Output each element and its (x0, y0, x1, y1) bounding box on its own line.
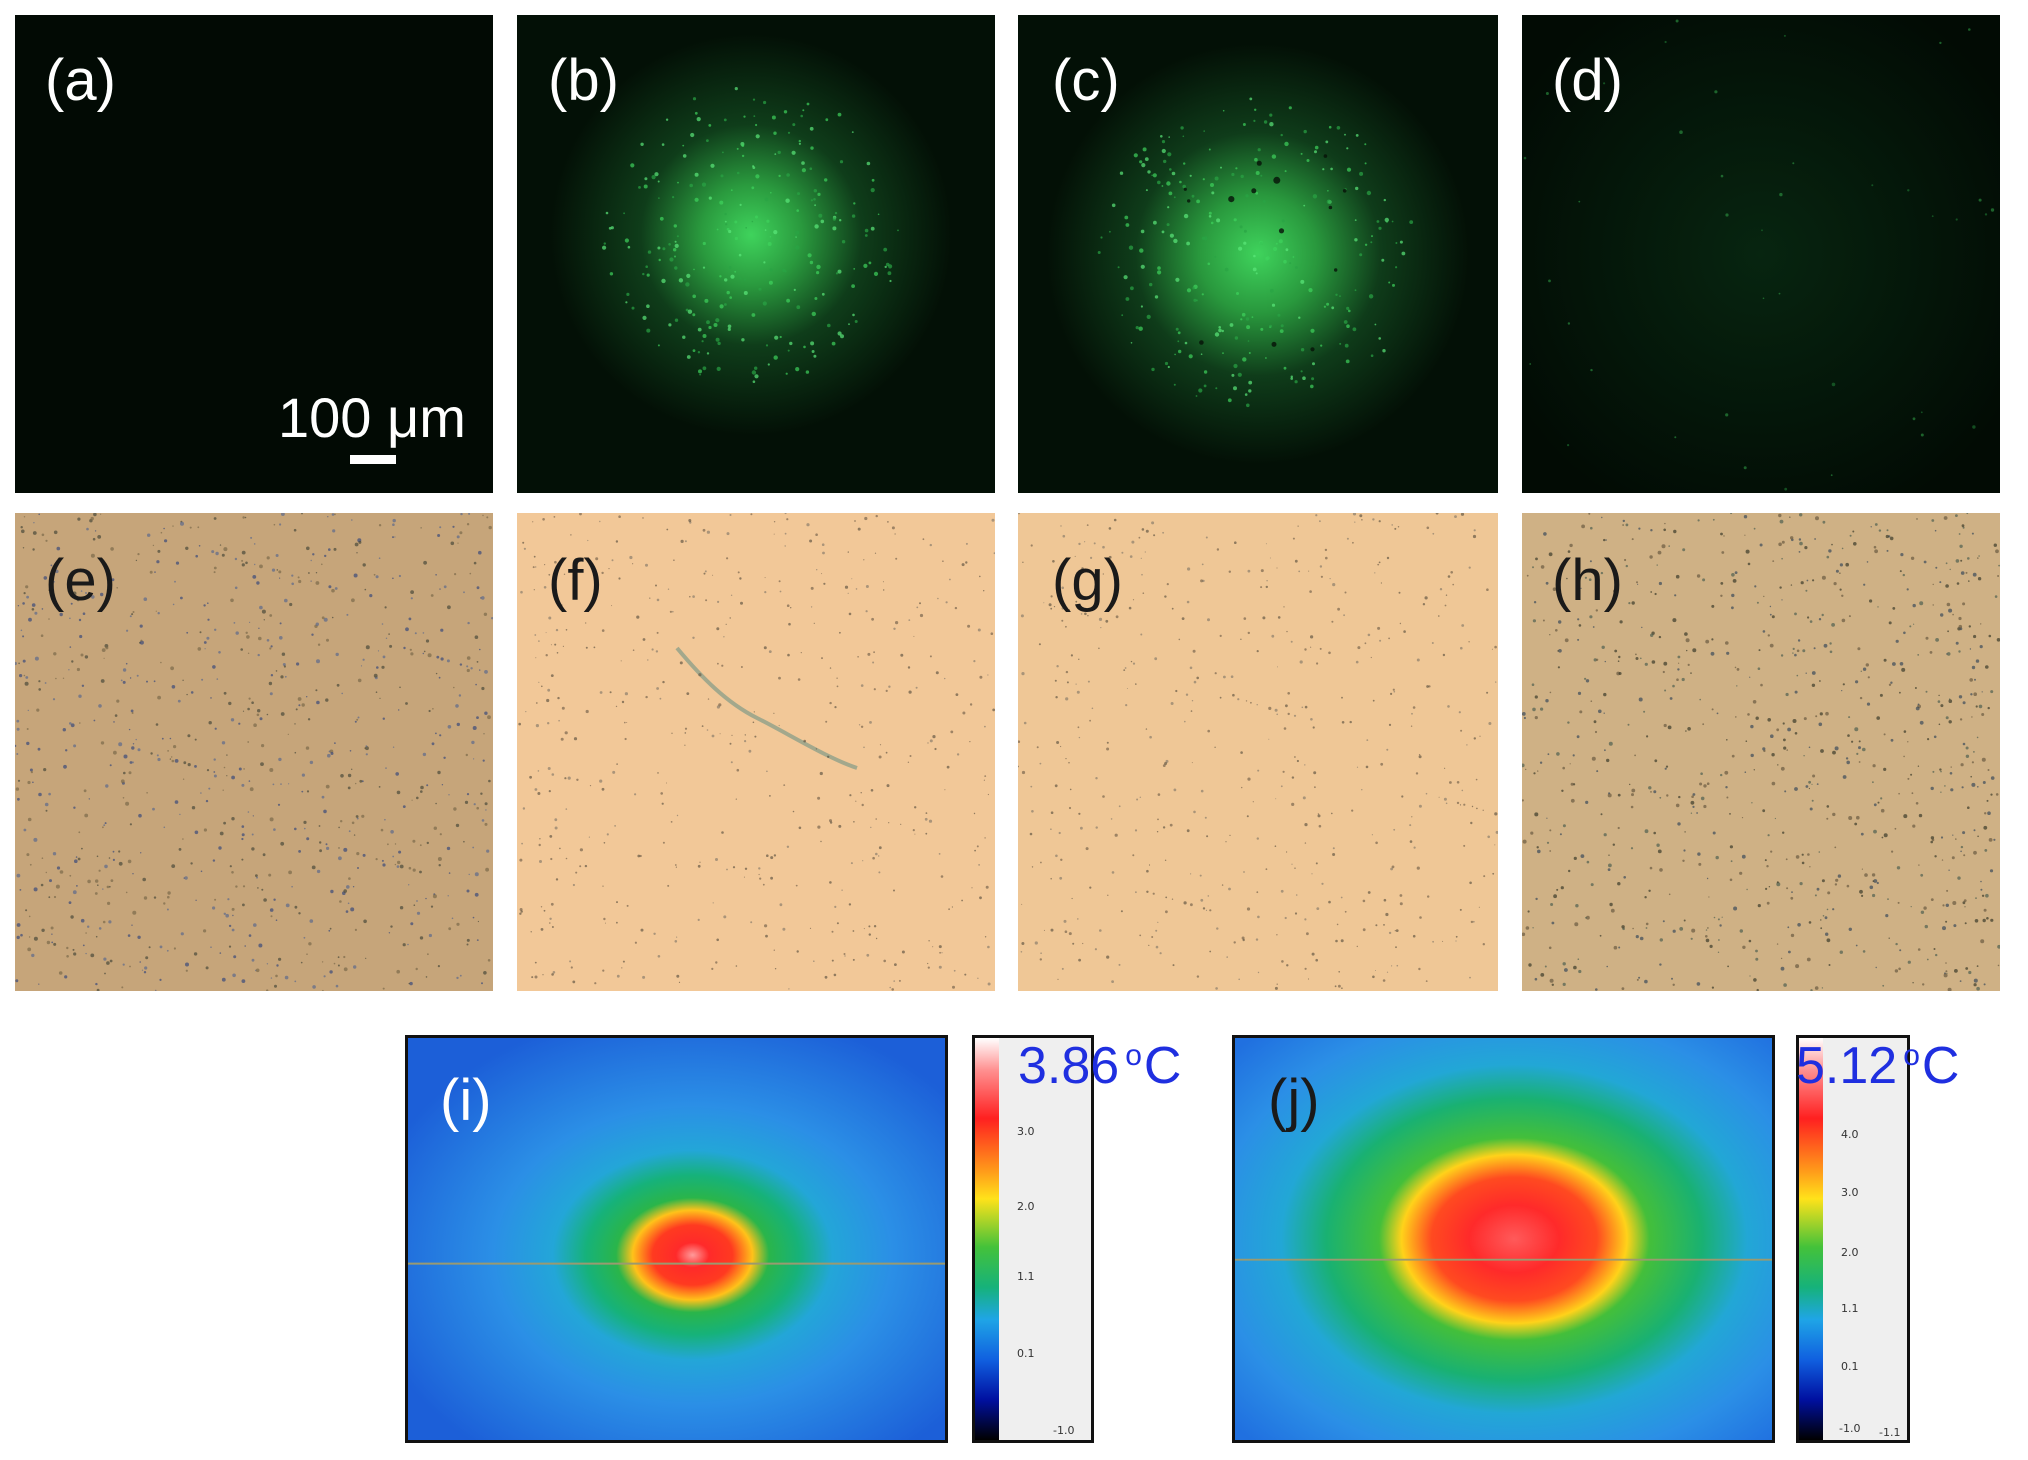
fluorescence-panel-a (15, 15, 493, 493)
brightfield-panel-f (517, 513, 995, 991)
colorbar-gradient (975, 1038, 999, 1440)
panel-label-d: (d) (1552, 48, 1623, 113)
fluorescence-specks (1097, 97, 1414, 408)
brightfield-panel-e (15, 513, 493, 991)
sample-particles (518, 513, 995, 991)
fluorescence-panel-b (517, 15, 995, 493)
colorbar-tick: 2.0 (1017, 1200, 1035, 1213)
colorbar-tick: 4.0 (1841, 1128, 1859, 1141)
max-temperature-j: 5.12 oC (1796, 1040, 1959, 1092)
temperature-unit: C (1143, 1037, 1182, 1095)
fluorescence-specks (1523, 19, 1995, 491)
temperature-unit: C (1921, 1037, 1960, 1095)
colorbar-i: 3.0 2.0 1.1 0.1 -1.0 (972, 1035, 1094, 1443)
panel-label-c: (c) (1052, 48, 1120, 113)
colorbar-tick: 2.0 (1841, 1246, 1859, 1259)
sample-particles (1018, 513, 1498, 990)
panel-label-j: (j) (1268, 1068, 1320, 1133)
thermal-image-i (405, 1035, 948, 1443)
colorbar-tick: 0.1 (1841, 1360, 1859, 1373)
thermal-image-j (1232, 1035, 1775, 1443)
panel-label-e: (e) (45, 548, 116, 613)
fluorescence-panel-d (1522, 15, 2000, 493)
panel-label-a: (a) (45, 48, 116, 113)
colorbar-tick: -1.0 (1053, 1424, 1075, 1437)
colorbar-tick: 1.1 (1017, 1270, 1035, 1283)
colorbar-tick: -1.0 (1839, 1422, 1861, 1435)
max-temperature-i: 3.86 oC (1018, 1040, 1181, 1092)
colorbar-tick: 3.0 (1017, 1125, 1035, 1138)
sample-particles (1522, 513, 2000, 991)
colorbar-tick: -1.1 (1879, 1426, 1901, 1439)
brightfield-panel-g (1018, 513, 1498, 991)
panel-label-b: (b) (548, 48, 619, 113)
scale-bar (350, 455, 396, 464)
fluorescence-specks (602, 87, 899, 384)
brightfield-panel-h (1522, 513, 2000, 991)
colorbar-tick: 1.1 (1841, 1302, 1859, 1315)
scale-bar-label: 100 μm (278, 386, 466, 449)
colorbar-tick: 3.0 (1841, 1186, 1859, 1199)
degree-symbol: o (1125, 1039, 1142, 1072)
panel-label-g: (g) (1052, 548, 1123, 613)
colorbar-tick: 0.1 (1017, 1347, 1035, 1360)
panel-label-h: (h) (1552, 548, 1623, 613)
max-temperature-value: 5.12 (1796, 1037, 1898, 1095)
sample-particles (15, 513, 493, 991)
colorbar-j: 4.0 3.0 2.0 1.1 0.1 -1.0 -1.1 (1796, 1035, 1910, 1443)
degree-symbol: o (1903, 1039, 1920, 1072)
panel-label-i: (i) (440, 1068, 492, 1133)
fluorescence-panel-c (1018, 15, 1498, 493)
panel-label-f: (f) (548, 548, 603, 613)
max-temperature-value: 3.86 (1018, 1037, 1120, 1095)
colorbar-gradient (1799, 1038, 1823, 1440)
